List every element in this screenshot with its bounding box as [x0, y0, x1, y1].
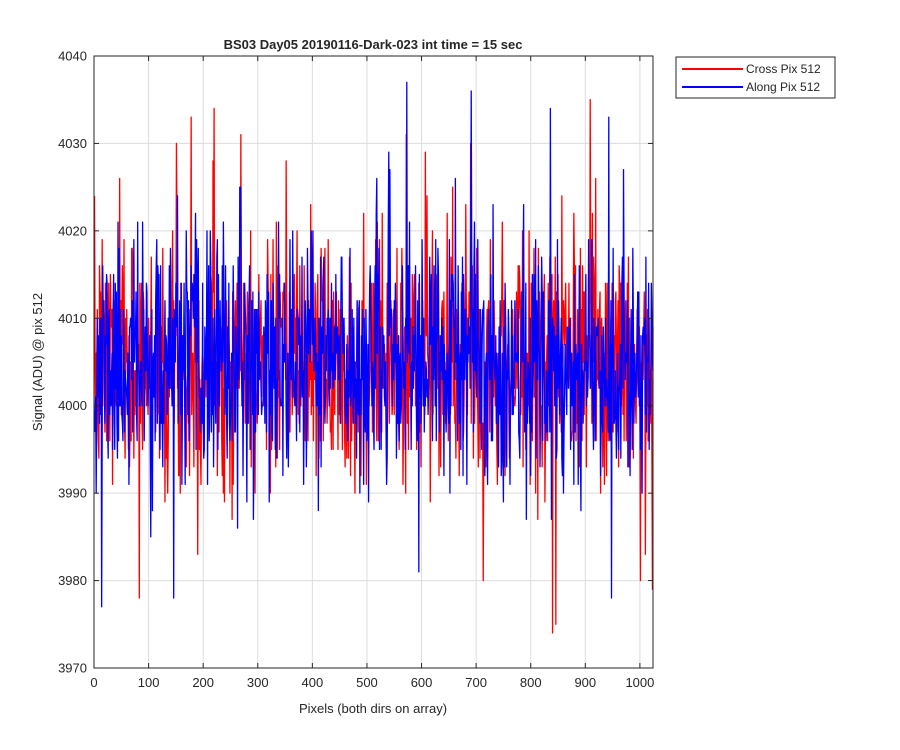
series-layer: [93, 81, 654, 634]
y-tick-label: 3980: [58, 573, 87, 588]
y-tick-label: 4040: [58, 49, 87, 64]
x-tick-label: 600: [411, 675, 433, 690]
x-tick-label: 0: [90, 675, 97, 690]
y-axis-label: Signal (ADU) @ pix 512: [30, 293, 45, 431]
axis-ticks: 0 100 200 300 400 500 600 700 800 900 1000 3970 3980…: [58, 49, 654, 691]
x-tick-label: 1000: [625, 675, 654, 690]
legend-label-cross: Cross Pix 512: [746, 62, 821, 76]
x-tick-label: 300: [247, 675, 269, 690]
axes-box: [93, 55, 654, 669]
y-tick-label: 3970: [58, 661, 87, 676]
x-tick-label: 100: [138, 675, 160, 690]
x-axis-label: Pixels (both dirs on array): [299, 701, 447, 716]
legend-label-along: Along Pix 512: [746, 80, 820, 94]
x-tick-label: 800: [520, 675, 542, 690]
chart-title: BS03 Day05 20190116-Dark-023 int time = …: [224, 37, 523, 52]
series-line-along-pix-512: [93, 81, 654, 608]
x-tick-label: 500: [356, 675, 378, 690]
legend-box: [675, 56, 836, 99]
y-tick-label: 4020: [58, 223, 87, 238]
y-tick-label: 4030: [58, 136, 87, 151]
x-tick-label: 900: [574, 675, 596, 690]
y-tick-label: 4010: [58, 311, 87, 326]
legend: Cross Pix 512 Along Pix 512: [675, 56, 836, 99]
x-tick-label: 700: [465, 675, 487, 690]
x-tick-label: 400: [302, 675, 324, 690]
y-tick-label: 3990: [58, 486, 87, 501]
y-tick-label: 4000: [58, 398, 87, 413]
x-tick-label: 200: [192, 675, 214, 690]
